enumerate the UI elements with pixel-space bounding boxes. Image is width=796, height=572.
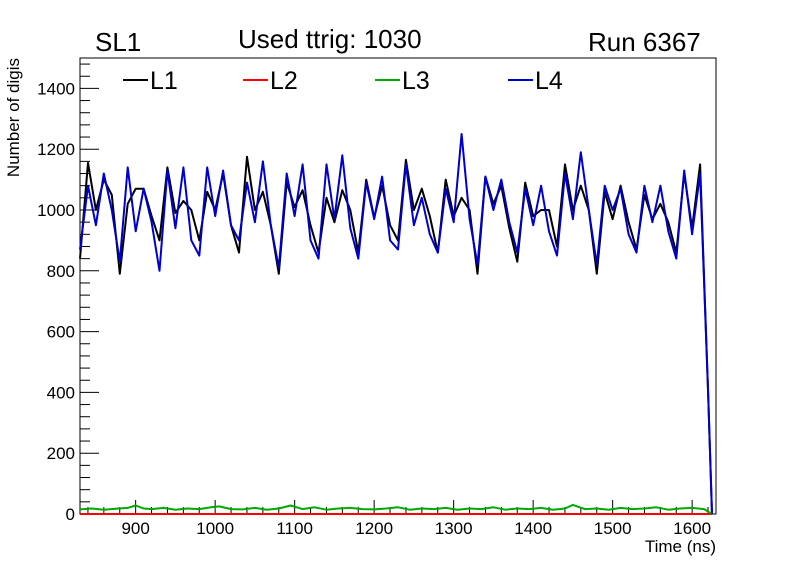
x-tick-label: 1500 (594, 519, 632, 538)
x-axis-label: Time (ns) (645, 537, 716, 556)
legend-label-l3: L3 (402, 67, 430, 95)
x-tick-label: 1400 (514, 519, 552, 538)
chart-header-left: SL1 (95, 27, 142, 57)
x-tick-label: 1000 (196, 519, 234, 538)
y-tick-label: 1400 (37, 79, 75, 98)
x-tick-label: 1200 (355, 519, 393, 538)
x-tick-label: 900 (121, 519, 149, 538)
x-tick-label: 1100 (276, 519, 313, 538)
chart-title: Used ttrig: 1030 (238, 24, 422, 54)
legend-label-l4: L4 (535, 67, 563, 95)
chart-header-right: Run 6367 (588, 27, 701, 57)
y-tick-label: 200 (47, 444, 75, 463)
legend-label-l2: L2 (270, 67, 298, 95)
legend-label-l1: L1 (150, 67, 178, 95)
y-tick-label: 400 (47, 383, 75, 402)
y-tick-label: 800 (47, 262, 75, 281)
series-line-l3 (79, 503, 713, 515)
series-line-l4 (79, 133, 713, 515)
plot-frame (79, 57, 717, 515)
y-axis: 0 200 400 600 800 1000 1200 1400 (37, 63, 99, 524)
x-tick-label: 1600 (673, 519, 711, 538)
legend: L1 L2 L3 L4 (123, 67, 563, 95)
y-axis-label: Number of digis (4, 58, 23, 177)
series-layer (79, 133, 713, 515)
x-tick-label: 1300 (435, 519, 473, 538)
y-tick-label: 600 (47, 323, 75, 342)
y-tick-label: 0 (66, 505, 75, 524)
x-axis: 900 1000 1100 1200 1300 1400 1500 1600 (87, 500, 711, 538)
y-tick-label: 1200 (37, 140, 75, 159)
y-tick-label: 1000 (37, 201, 75, 220)
